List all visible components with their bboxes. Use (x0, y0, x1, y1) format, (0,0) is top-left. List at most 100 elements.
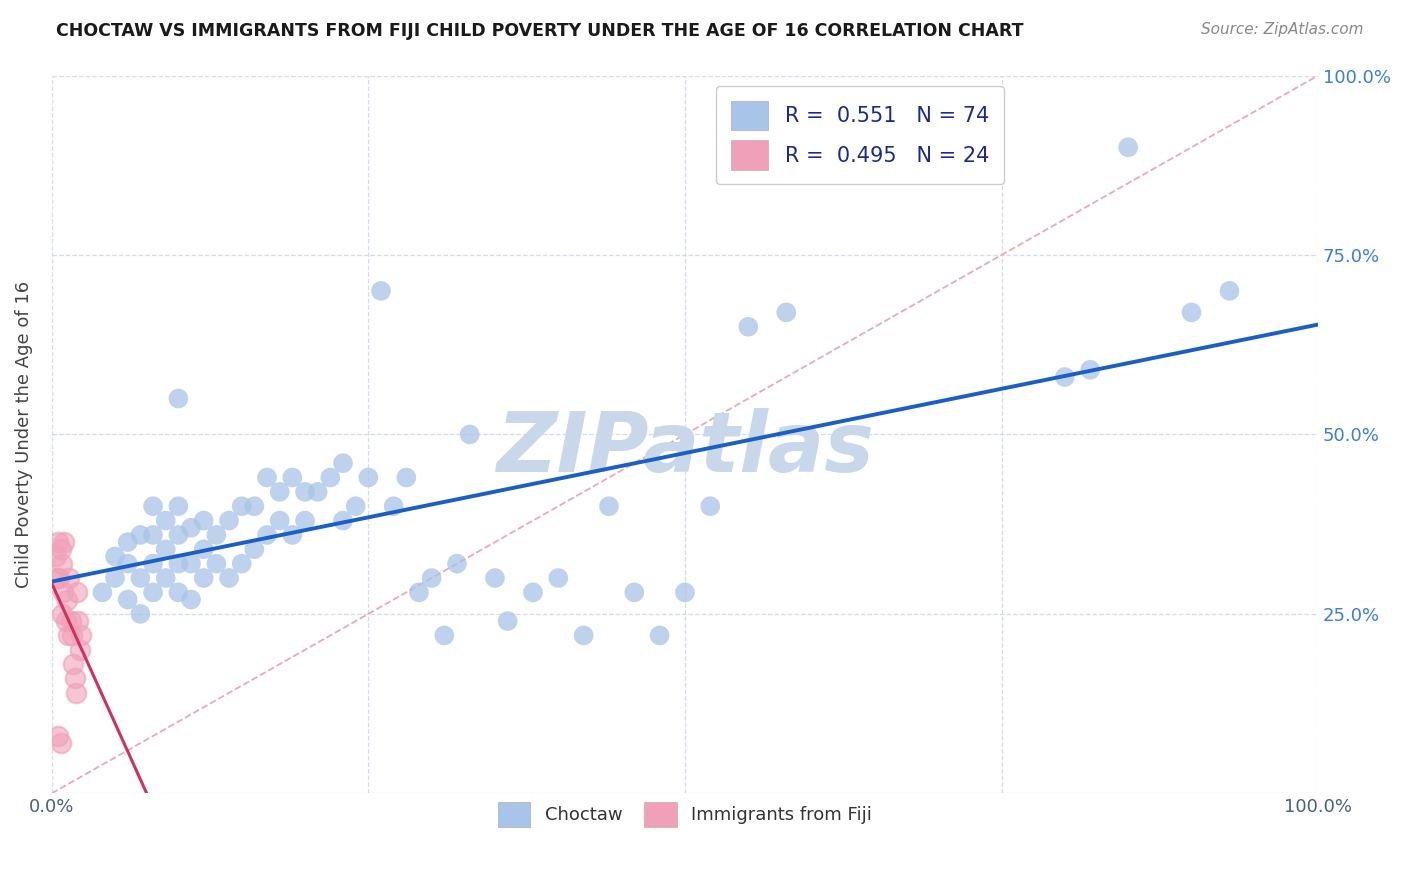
Point (307, 484, 329, 499)
Point (65, 686, 87, 700)
Point (673, 585, 696, 599)
Point (598, 500, 620, 514)
Legend: Choctaw, Immigrants from Fiji: Choctaw, Immigrants from Fiji (491, 795, 879, 835)
Point (484, 571, 506, 585)
Point (49, 736, 72, 750)
Point (59, 614, 82, 628)
Point (129, 607, 152, 621)
Point (48, 571, 70, 585)
Point (193, 542, 215, 557)
Point (243, 542, 266, 557)
Point (332, 514, 354, 528)
Point (408, 585, 430, 599)
Y-axis label: Child Poverty Under the Age of 16: Child Poverty Under the Age of 16 (15, 281, 32, 588)
Point (256, 528, 278, 542)
Point (446, 557, 468, 571)
Point (167, 392, 190, 406)
Point (91, 585, 114, 599)
Point (294, 484, 316, 499)
Point (117, 592, 139, 607)
Point (269, 484, 291, 499)
Point (142, 585, 165, 599)
Point (1078, 363, 1101, 377)
Point (167, 500, 190, 514)
Point (70, 628, 93, 642)
Point (1116, 140, 1139, 154)
Point (180, 557, 202, 571)
Point (66, 585, 89, 599)
Point (382, 500, 405, 514)
Point (205, 528, 228, 542)
Point (256, 470, 278, 484)
Point (180, 592, 202, 607)
Point (1053, 370, 1076, 384)
Point (46, 729, 69, 743)
Point (269, 514, 291, 528)
Point (58, 628, 80, 642)
Point (104, 571, 127, 585)
Point (51, 557, 73, 571)
Point (775, 305, 797, 319)
Point (104, 549, 127, 564)
Point (737, 319, 759, 334)
Point (205, 557, 228, 571)
Point (49, 542, 72, 557)
Point (45, 571, 67, 585)
Point (294, 514, 316, 528)
Point (55, 614, 77, 628)
Point (231, 500, 253, 514)
Point (117, 557, 139, 571)
Point (1218, 284, 1240, 298)
Point (60, 628, 83, 642)
Point (58, 571, 80, 585)
Point (51, 607, 73, 621)
Text: CHOCTAW VS IMMIGRANTS FROM FIJI CHILD POVERTY UNDER THE AGE OF 16 CORRELATION CH: CHOCTAW VS IMMIGRANTS FROM FIJI CHILD PO… (56, 22, 1024, 40)
Point (129, 528, 152, 542)
Point (129, 571, 152, 585)
Point (344, 500, 367, 514)
Point (370, 284, 392, 298)
Point (623, 585, 645, 599)
Point (45, 549, 67, 564)
Point (155, 571, 177, 585)
Point (420, 571, 443, 585)
Point (180, 521, 202, 535)
Point (572, 628, 595, 642)
Point (53, 535, 76, 549)
Point (167, 528, 190, 542)
Point (547, 571, 569, 585)
Text: Source: ZipAtlas.com: Source: ZipAtlas.com (1201, 22, 1364, 37)
Point (433, 628, 456, 642)
Point (218, 571, 240, 585)
Point (458, 427, 481, 442)
Text: ZIPatlas: ZIPatlas (496, 409, 875, 490)
Point (357, 470, 380, 484)
Point (142, 500, 165, 514)
Point (167, 585, 190, 599)
Point (63, 672, 86, 686)
Point (395, 470, 418, 484)
Point (67, 614, 90, 628)
Point (218, 514, 240, 528)
Point (167, 557, 190, 571)
Point (281, 470, 304, 484)
Point (522, 585, 544, 599)
Point (231, 557, 253, 571)
Point (648, 628, 671, 642)
Point (117, 535, 139, 549)
Point (56, 592, 79, 607)
Point (281, 528, 304, 542)
Point (142, 528, 165, 542)
Point (142, 557, 165, 571)
Point (52, 585, 75, 599)
Point (332, 456, 354, 470)
Point (319, 470, 342, 484)
Point (193, 571, 215, 585)
Point (62, 657, 84, 672)
Point (496, 614, 519, 628)
Point (193, 514, 215, 528)
Point (46, 535, 69, 549)
Point (155, 514, 177, 528)
Point (243, 500, 266, 514)
Point (1180, 305, 1202, 319)
